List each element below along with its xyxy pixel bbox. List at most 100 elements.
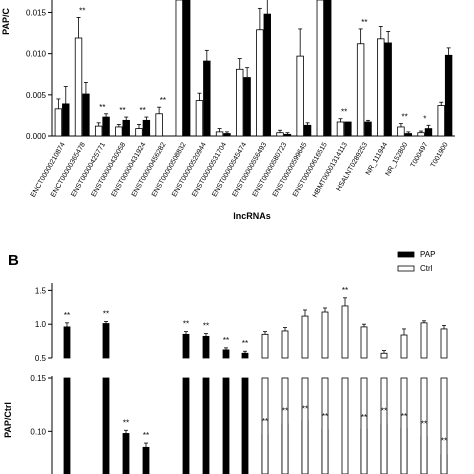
panel-b-significance-label: ** xyxy=(322,412,328,421)
panel-b-bar-lower xyxy=(222,377,230,474)
panel-b-bar-upper xyxy=(400,334,408,359)
panel-b-bar-upper xyxy=(440,328,448,359)
panel-b-significance-label: ** xyxy=(381,407,387,416)
panel-a-y-tick-label: 0.005 xyxy=(26,91,47,100)
panel-b-bar-upper xyxy=(63,326,71,359)
panel-a-bar xyxy=(256,29,264,137)
panel-b-significance-label: ** xyxy=(342,286,348,295)
panel-b-legend-swatch xyxy=(397,251,415,258)
panel-a-bar xyxy=(243,77,251,137)
panel-b-significance-label: ** xyxy=(183,320,189,329)
panel-b-bar-lower xyxy=(360,377,368,474)
panel-b-bar-upper xyxy=(241,352,249,359)
panel-b-y-tick-label: 0.10 xyxy=(30,427,46,436)
panel-a-bar xyxy=(276,132,284,137)
panel-b-bar-upper xyxy=(420,322,428,359)
panel-a-y-tick-label: 0.010 xyxy=(26,50,47,59)
panel-a-significance-label: ** xyxy=(99,103,105,112)
panel-a-bar xyxy=(364,121,372,137)
panel-b-significance-label: ** xyxy=(401,412,407,421)
panel-b-bar-lower xyxy=(102,377,110,474)
panel-b-significance-label: ** xyxy=(143,431,149,440)
panel-a-bar xyxy=(283,133,292,137)
panel-a-bar xyxy=(316,0,325,137)
panel-a-significance-label: ** xyxy=(160,96,166,105)
panel-a-bar xyxy=(175,0,183,137)
panel-b-bar-upper xyxy=(222,349,230,359)
panel-b-significance-label: ** xyxy=(223,336,229,345)
panel-b-y-tick-label: 1.0 xyxy=(35,320,47,329)
panel-b-significance-label: ** xyxy=(421,419,427,428)
panel-a-chart: 0.000 0.005 0.010 0.015 PAP/C lncRNAs ENCT0000… xyxy=(1,0,455,221)
panel-b-legend-label: PAP xyxy=(420,250,435,259)
panel-a-bar xyxy=(142,119,151,137)
panel-b-bar-lower xyxy=(122,433,130,474)
panel-b-significance-label: ** xyxy=(282,407,288,416)
panel-b-significance-label: ** xyxy=(361,413,367,422)
panel-b-y-tick-label: 1.5 xyxy=(35,286,47,295)
panel-a-y-tick-label: 0.015 xyxy=(26,8,47,17)
panel-a-bar xyxy=(437,105,445,137)
panel-a-bar xyxy=(444,54,453,137)
panel-a-bar xyxy=(122,119,130,137)
panel-b-bar-lower xyxy=(341,377,349,474)
panel-b-bar-lower xyxy=(321,377,329,474)
panel-b-bar-lower xyxy=(261,377,269,474)
panel-a-y-tick-label: 0.000 xyxy=(26,132,47,141)
panel-b-bar-upper xyxy=(182,333,190,359)
panel-a-x-tick-label: NR_152800 xyxy=(385,141,410,177)
panel-b-legend-swatch xyxy=(397,265,415,272)
panel-b-bar-lower xyxy=(63,377,71,474)
panel-a-bar xyxy=(102,116,110,137)
panel-b-bar-lower xyxy=(202,377,210,474)
panel-a-bar xyxy=(223,133,231,137)
panel-a-significance-label: ** xyxy=(119,106,125,115)
panel-b-bar-upper xyxy=(301,315,309,359)
panel-a-significance-label: ** xyxy=(140,106,146,115)
panel-a-bar xyxy=(74,37,83,137)
panel-a-significance-label: ** xyxy=(361,18,367,27)
panel-a-bar xyxy=(155,113,163,137)
panel-b-significance-label: ** xyxy=(242,339,248,348)
panel-b-significance-label: ** xyxy=(262,417,268,426)
panel-b-significance-label: ** xyxy=(441,436,447,445)
panel-b-bar-lower xyxy=(182,377,190,474)
panel-a-bar xyxy=(195,100,204,137)
panel-b-bar-upper xyxy=(341,305,349,359)
panel-a-y-axis-label: PAP/C xyxy=(1,8,11,35)
panel-a-x-tick-label: T001900 xyxy=(430,141,450,169)
panel-b-y-tick-label: 0.5 xyxy=(35,354,47,363)
panel-a-significance-label: ** xyxy=(402,113,408,122)
panel-a-bar xyxy=(115,126,123,137)
panel-a-bar xyxy=(82,93,90,137)
panel-b-bar-upper xyxy=(202,335,210,359)
panel-b-bar-upper xyxy=(281,330,289,359)
panel-b-bar-lower xyxy=(400,377,408,474)
panel-a-bar xyxy=(344,121,352,137)
panel-a-x-axis-label: lncRNAs xyxy=(233,211,271,221)
panel-b-bar-lower xyxy=(420,377,428,474)
panel-a-bar xyxy=(182,0,191,137)
panel-a-significance-label: ** xyxy=(79,6,85,15)
panel-a-bar xyxy=(356,43,365,137)
panel-a-significance-label: * xyxy=(423,114,426,123)
panel-b-y-tick-label: 0.15 xyxy=(30,374,46,383)
panel-a-x-tick-label: ENCT00000210874 xyxy=(30,141,67,198)
panel-a-bar xyxy=(336,121,345,137)
panel-b-significance-label: ** xyxy=(123,418,129,427)
panel-a-bar xyxy=(203,60,211,137)
panel-a-bar xyxy=(377,38,385,137)
panel-a-bar xyxy=(215,131,224,137)
panel-a-bar xyxy=(303,124,312,137)
panel-b-bar-upper xyxy=(102,323,110,359)
panel-b-y-axis-label: PAP/Ctrl xyxy=(3,402,13,438)
panel-a-x-tick-label: T000497 xyxy=(410,141,430,169)
panel-b-bar-upper xyxy=(380,352,388,359)
panel-b-legend-label: Ctrl xyxy=(420,264,433,273)
panel-a-bar xyxy=(404,133,413,137)
panel-a-bar xyxy=(296,55,304,137)
panel-a-bar xyxy=(324,0,332,137)
panel-b-significance-label: ** xyxy=(64,311,70,320)
panel-a-bar xyxy=(94,125,103,137)
